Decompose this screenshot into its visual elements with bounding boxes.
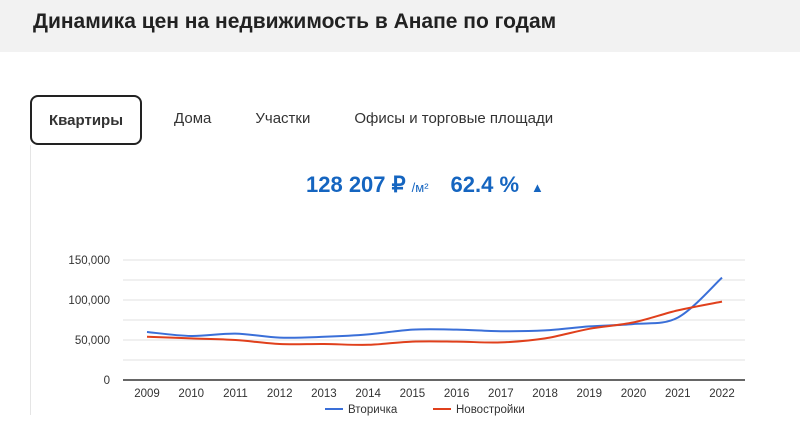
price-value: 128 207 ₽ [306,172,406,197]
y-tick-label: 150,000 [68,255,110,267]
page-header: Динамика цен на недвижимость в Анапе по … [0,0,800,52]
price-stats: 128 207 ₽ /м² 62.4 % ▲ [306,172,544,198]
price-unit: /м² [411,180,429,195]
page-title: Динамика цен на недвижимость в Анапе по … [33,10,557,33]
x-tick-label: 2020 [621,388,647,400]
tab-plots[interactable]: Участки [255,110,311,127]
tab-houses[interactable]: Дома [174,110,212,127]
y-tick-label: 100,000 [68,295,110,307]
x-tick-label: 2018 [532,388,558,400]
x-tick-label: 2019 [577,388,603,400]
legend-label: Новостройки [456,404,525,416]
x-tick-label: 2014 [355,388,381,400]
y-tick-label: 50,000 [75,335,110,347]
x-tick-label: 2022 [709,388,735,400]
x-tick-label: 2011 [223,388,248,400]
x-tick-label: 2021 [665,388,691,400]
x-tick-label: 2010 [178,388,204,400]
x-tick-label: 2013 [311,388,337,400]
series-line-secondary [146,276,723,339]
x-tick-label: 2009 [134,388,160,400]
price-change: 62.4 % [450,172,520,197]
series-line-new [146,300,723,346]
x-tick-label: 2012 [267,388,293,400]
tab-apartments[interactable]: Квартиры [30,95,143,145]
x-tick-label: 2017 [488,388,514,400]
x-tick-label: 2015 [400,388,426,400]
x-tick-label: 2016 [444,388,470,400]
tab-offices[interactable]: Офисы и торговые площади [354,110,554,127]
divider [30,145,31,415]
arrow-up-icon: ▲ [531,180,544,195]
y-tick-label: 0 [104,375,110,387]
legend-label: Вторичка [348,404,398,416]
property-type-tabs: Квартиры Дома Участки Офисы и торговые п… [30,95,575,145]
